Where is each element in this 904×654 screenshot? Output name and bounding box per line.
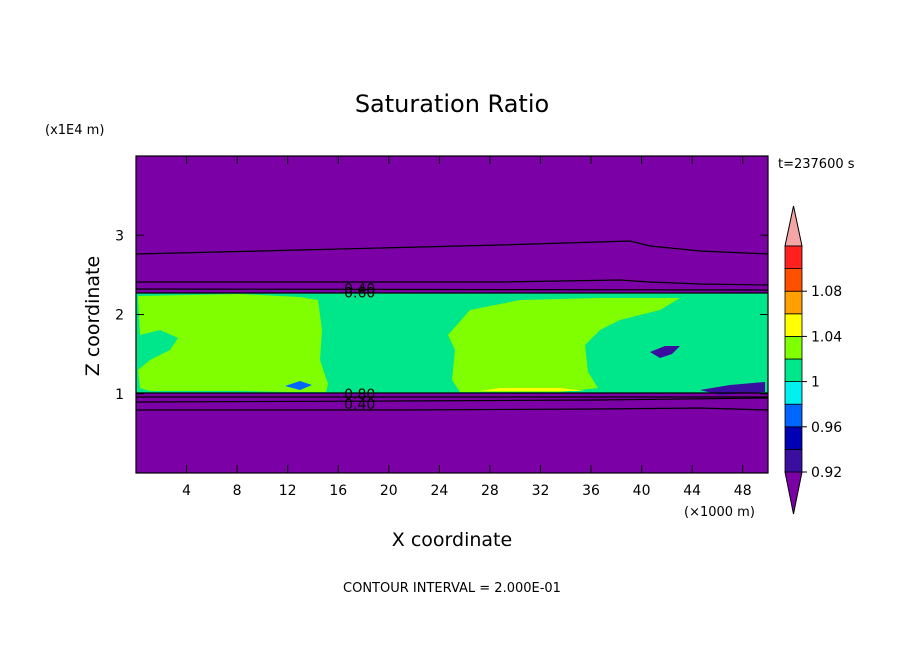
colorbar-label: 0.96	[811, 420, 842, 436]
y-tick-label: 2	[115, 308, 124, 324]
contour-label: 0.40	[344, 397, 375, 413]
supersaturated-patch-center	[448, 298, 680, 392]
colorbar-segment	[784, 335, 803, 360]
y-tick-label: 3	[115, 228, 124, 244]
colorbar-segment	[784, 245, 803, 270]
colorbar-label: 1.08	[811, 284, 842, 300]
colorbar-segment	[784, 358, 803, 383]
contour-line-lower-3	[135, 397, 769, 403]
colorbar-top-arrow	[784, 205, 803, 247]
x-tick-label: 16	[329, 483, 347, 499]
x-tick-label: 36	[582, 483, 600, 499]
colorbar-bottom-arrow	[784, 471, 803, 515]
y-axis-title: Z coordinate	[82, 256, 104, 376]
x-axis-title: X coordinate	[392, 529, 512, 551]
contour-labels: 0.600.400.800.40	[344, 281, 375, 413]
x-unit-label: (×1000 m)	[684, 505, 755, 520]
y-axis-ticks: 1 2 3	[115, 228, 768, 403]
x-tick-label: 20	[380, 483, 398, 499]
x-tick-label: 28	[481, 483, 499, 499]
blue-feature-left	[285, 381, 312, 390]
colorbar-segment	[784, 313, 803, 337]
supersaturated-patch-left	[138, 294, 328, 392]
y-tick-label: 1	[115, 387, 124, 403]
colorbar-segment	[784, 403, 803, 428]
contour-label: 0.60	[344, 285, 375, 301]
contour-label: 0.80	[344, 387, 375, 403]
x-tick-label: 12	[279, 483, 297, 499]
x-tick-label: 32	[532, 483, 550, 499]
contour-line-upper-3	[135, 288, 769, 291]
contour-line-upper-2	[136, 279, 769, 286]
colorbar-segment	[784, 448, 803, 473]
contour-lines	[135, 240, 769, 411]
colorbar-label: 0.92	[811, 465, 842, 481]
time-label: t=237600 s	[778, 157, 855, 172]
x-tick-label: 24	[430, 483, 448, 499]
contour-label: 0.40	[344, 281, 375, 297]
x-tick-label: 40	[633, 483, 651, 499]
peak-patch	[480, 388, 585, 391]
plot-area	[135, 155, 769, 474]
colorbar-segment	[784, 290, 803, 315]
contour-line-lower-4	[136, 407, 769, 411]
x-tick-label: 44	[683, 483, 701, 499]
blue-feature-edge	[700, 382, 765, 395]
chart-title: Saturation Ratio	[355, 90, 549, 118]
blue-feature-right	[650, 346, 680, 358]
contour-interval-footer: CONTOUR INTERVAL = 2.000E-01	[343, 581, 561, 596]
y-unit-label: (x1E4 m)	[45, 123, 104, 138]
colorbar-label: 1.04	[811, 329, 842, 345]
x-tick-label: 4	[182, 483, 191, 499]
x-tick-label: 48	[734, 483, 752, 499]
x-axis-ticks: 4 8 12 16 20 24 28 32 36 40 44 48	[182, 156, 752, 499]
contour-line-upper-1	[135, 240, 769, 255]
colorbar-label: 1	[811, 375, 820, 391]
colorbar-segment	[784, 381, 803, 405]
colorbar-segment	[784, 426, 803, 450]
x-tick-label: 8	[233, 483, 242, 499]
colorbar-segment	[784, 268, 803, 292]
colorbar: 1.08 1.04 1 0.96 0.92	[784, 205, 842, 515]
